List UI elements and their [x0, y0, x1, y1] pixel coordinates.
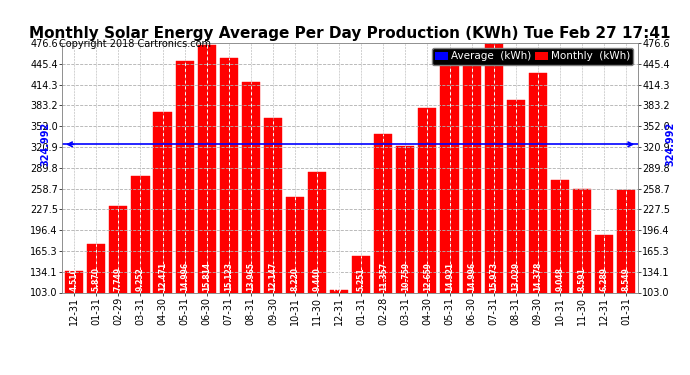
Bar	[175, 61, 194, 292]
Text: 9.048: 9.048	[555, 267, 564, 291]
Text: 14.921: 14.921	[445, 262, 454, 291]
Bar	[506, 100, 525, 292]
Text: 3.559: 3.559	[335, 268, 344, 291]
Bar	[595, 236, 613, 292]
Text: 15.814: 15.814	[202, 262, 211, 291]
Title: Monthly Solar Energy Average Per Day Production (KWh) Tue Feb 27 17:41: Monthly Solar Energy Average Per Day Pro…	[30, 26, 671, 40]
Text: Copyright 2018 Cartronics.com: Copyright 2018 Cartronics.com	[59, 39, 210, 50]
Bar	[87, 244, 106, 292]
Text: 15.973: 15.973	[489, 262, 498, 291]
Text: 12.147: 12.147	[268, 262, 277, 291]
Bar	[109, 206, 128, 292]
Text: 9.252: 9.252	[136, 268, 145, 291]
Bar	[65, 271, 83, 292]
Bar	[330, 290, 348, 292]
Bar	[219, 58, 238, 292]
Text: 14.996: 14.996	[180, 262, 189, 291]
Bar	[396, 146, 415, 292]
Text: 8.549: 8.549	[622, 268, 631, 291]
Text: 9.440: 9.440	[313, 268, 322, 291]
Text: 4.510: 4.510	[70, 268, 79, 291]
Bar	[264, 118, 282, 292]
Text: 6.289: 6.289	[600, 267, 609, 291]
Text: 11.357: 11.357	[379, 262, 388, 291]
Text: 324.992: 324.992	[41, 122, 50, 166]
Bar	[551, 180, 569, 292]
Text: 8.591: 8.591	[578, 268, 586, 291]
Bar	[308, 172, 326, 292]
Text: 12.659: 12.659	[423, 262, 432, 291]
Bar	[529, 74, 547, 292]
Bar	[440, 63, 459, 292]
Bar	[197, 45, 216, 292]
Text: 5.870: 5.870	[92, 267, 101, 291]
Bar	[374, 134, 393, 292]
Bar	[241, 82, 260, 292]
Bar	[286, 196, 304, 292]
Text: 5.251: 5.251	[357, 268, 366, 291]
Bar	[418, 108, 437, 292]
Bar	[617, 190, 635, 292]
Text: 8.220: 8.220	[290, 267, 299, 291]
Bar	[462, 61, 481, 292]
Text: 13.029: 13.029	[511, 262, 520, 291]
Bar	[131, 176, 150, 292]
Text: 7.749: 7.749	[114, 267, 123, 291]
Text: 12.471: 12.471	[158, 262, 167, 291]
Bar	[573, 189, 591, 292]
Bar	[484, 41, 503, 292]
Text: 13.965: 13.965	[246, 262, 255, 291]
Bar	[352, 256, 371, 292]
Text: 14.378: 14.378	[533, 262, 542, 291]
Bar	[153, 111, 172, 292]
Text: 324.992: 324.992	[665, 122, 675, 166]
Text: 14.996: 14.996	[467, 262, 476, 291]
Legend: Average  (kWh), Monthly  (kWh): Average (kWh), Monthly (kWh)	[432, 48, 633, 64]
Text: 15.123: 15.123	[224, 262, 233, 291]
Text: 10.759: 10.759	[401, 262, 410, 291]
